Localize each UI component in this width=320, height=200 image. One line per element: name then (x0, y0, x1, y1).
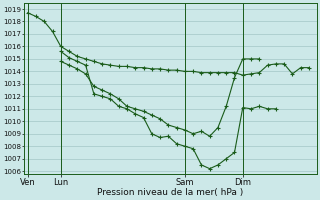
X-axis label: Pression niveau de la mer( hPa ): Pression niveau de la mer( hPa ) (97, 188, 244, 197)
